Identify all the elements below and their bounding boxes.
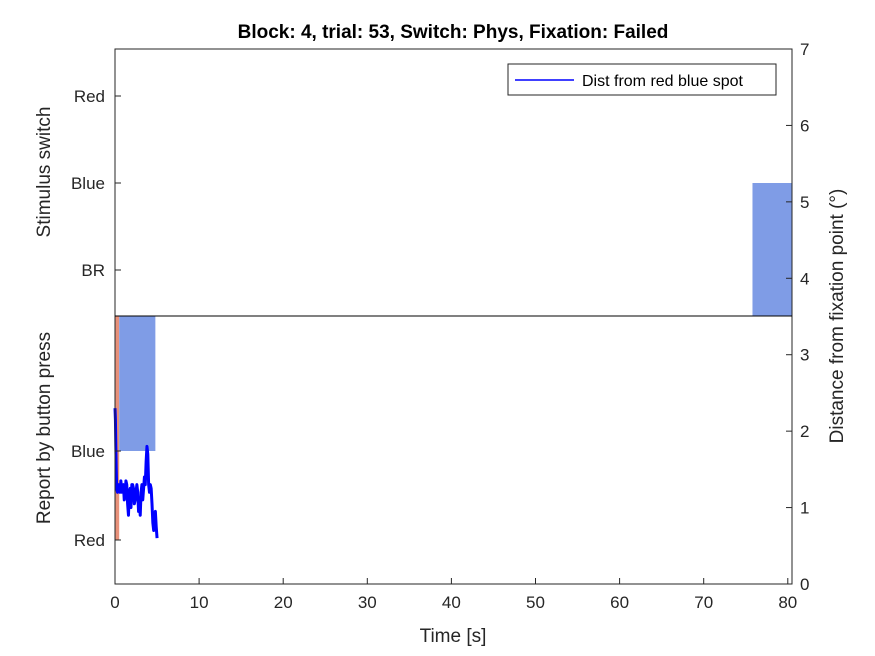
y-right-tick-label: 1 bbox=[800, 499, 809, 518]
stimulus-tick-label: Blue bbox=[71, 174, 105, 193]
y-right-tick-label: 6 bbox=[800, 116, 809, 135]
report-block-red bbox=[115, 316, 120, 540]
y-axis-label-report: Report by button press bbox=[34, 332, 55, 524]
y-right-tick-label: 4 bbox=[800, 269, 809, 288]
x-tick-label: 30 bbox=[358, 593, 377, 612]
chart-title: Block: 4, trial: 53, Switch: Phys, Fixat… bbox=[238, 22, 669, 43]
report-block-blue bbox=[119, 316, 156, 451]
state-blocks bbox=[115, 183, 792, 540]
series-layer bbox=[113, 408, 159, 539]
x-tick-label: 60 bbox=[610, 593, 629, 612]
y-right-tick-label: 2 bbox=[800, 422, 809, 441]
y-right-tick-label: 0 bbox=[800, 575, 809, 594]
x-tick-label: 40 bbox=[442, 593, 461, 612]
y-right-tick-label: 7 bbox=[800, 40, 809, 59]
report-tick-label: Blue bbox=[71, 442, 105, 461]
y-axis-label-stimulus: Stimulus switch bbox=[34, 107, 55, 238]
report-tick-label: Red bbox=[74, 531, 105, 550]
x-tick-label: 20 bbox=[274, 593, 293, 612]
y-axis-label-right: Distance from fixation point (°) bbox=[827, 189, 848, 444]
x-tick-label: 70 bbox=[694, 593, 713, 612]
x-tick-label: 0 bbox=[110, 593, 119, 612]
x-tick-label: 80 bbox=[778, 593, 797, 612]
x-tick-label: 10 bbox=[190, 593, 209, 612]
stimulus-tick-label: BR bbox=[81, 261, 105, 280]
legend-entry: Dist from red blue spot bbox=[582, 73, 744, 90]
ticks: 0 10 20 30 40 50 60 70 8001234567RedBlueBRBlueRe… bbox=[71, 40, 810, 612]
axes bbox=[114, 48, 793, 585]
y-right-tick-label: 5 bbox=[800, 193, 809, 212]
x-axis-label: Time [s] bbox=[420, 626, 487, 647]
stimulus-tick-label: Red bbox=[74, 87, 105, 106]
series-line-distance bbox=[113, 408, 159, 539]
y-right-tick-label: 3 bbox=[800, 346, 809, 365]
x-tick-label: 50 bbox=[526, 593, 545, 612]
legend: Dist from red blue spot bbox=[507, 63, 777, 96]
stimulus-block-blue bbox=[752, 183, 792, 316]
